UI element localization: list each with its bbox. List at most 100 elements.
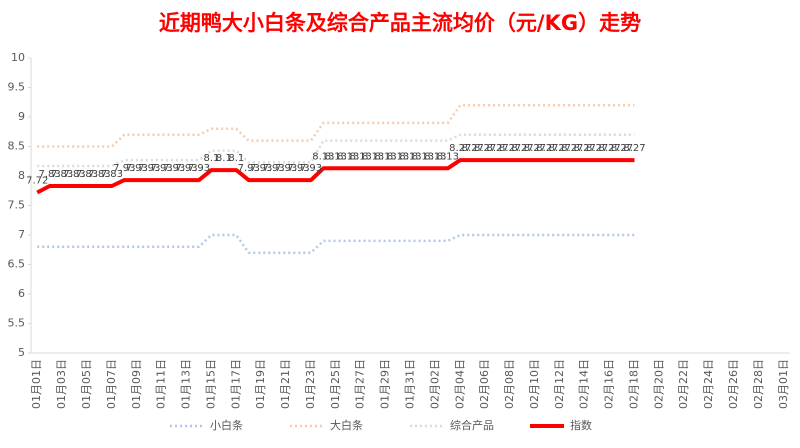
x-tick-label: 02月12日 xyxy=(553,359,566,409)
data-label: 7.93 xyxy=(262,163,284,174)
x-tick-label: 02月04日 xyxy=(453,359,466,409)
y-tick-label: 7 xyxy=(18,228,25,241)
x-tick-label: 01月23日 xyxy=(304,359,317,409)
data-label: 7.83 xyxy=(88,169,110,180)
data-label: 8.13 xyxy=(399,151,421,162)
x-tick-label: 01月11日 xyxy=(155,359,168,409)
x-tick-label: 01月13日 xyxy=(180,359,193,409)
x-tick-label: 02月06日 xyxy=(478,359,491,409)
legend-label: 综合产品 xyxy=(450,418,494,432)
data-label: 7.83 xyxy=(51,169,73,180)
x-tick-label: 02月26日 xyxy=(727,359,740,409)
data-label: 7.83 xyxy=(63,169,85,180)
data-label: 8.27 xyxy=(462,143,484,154)
data-label: 7.72 xyxy=(26,176,48,187)
legend-label: 大白条 xyxy=(330,418,363,432)
data-label: 8.27 xyxy=(598,143,620,154)
data-label: 8.13 xyxy=(325,151,347,162)
chart-title: 近期鸭大小白条及综合产品主流均价（元/KG）走势 xyxy=(159,11,641,35)
x-tick-label: 01月09日 xyxy=(130,359,143,409)
series-line xyxy=(36,158,635,195)
y-tick-label: 5.5 xyxy=(8,317,26,330)
data-label: 8.13 xyxy=(337,151,359,162)
data-label: 7.93 xyxy=(250,163,272,174)
x-tick-label: 01月17日 xyxy=(229,359,242,409)
data-label: 8.13 xyxy=(350,151,372,162)
data-label: 7.93 xyxy=(175,163,197,174)
data-label: 8.13 xyxy=(424,151,446,162)
x-tick-label: 01月03日 xyxy=(55,359,68,409)
data-label: 8.27 xyxy=(511,143,533,154)
data-label: 8.13 xyxy=(387,151,409,162)
x-tick-label: 03月01日 xyxy=(777,359,790,409)
data-label: 7.93 xyxy=(300,163,322,174)
x-tick-label: 02月14日 xyxy=(578,359,591,409)
series-line xyxy=(37,233,635,254)
series-line xyxy=(37,133,635,168)
data-label: 8.27 xyxy=(536,143,558,154)
data-label: 7.93 xyxy=(188,163,210,174)
x-tick-label: 01月15日 xyxy=(204,359,217,409)
y-tick-label: 6 xyxy=(18,287,25,300)
y-tick-label: 7.5 xyxy=(8,199,26,212)
data-label: 7.83 xyxy=(76,169,98,180)
data-label: 8.27 xyxy=(574,143,596,154)
data-label: 8.1 xyxy=(216,153,232,164)
y-tick-label: 9.5 xyxy=(8,81,26,94)
data-label: 8.27 xyxy=(499,143,521,154)
y-tick-label: 10 xyxy=(11,51,25,64)
x-tick-label: 01月19日 xyxy=(254,359,267,409)
data-label: 7.93 xyxy=(287,163,309,174)
y-tick-label: 5 xyxy=(18,346,25,359)
data-label: 8.27 xyxy=(486,143,508,154)
data-label: 7.83 xyxy=(39,169,61,180)
x-tick-label: 02月24日 xyxy=(702,359,715,409)
data-label: 7.83 xyxy=(101,169,123,180)
y-tick-label: 6.5 xyxy=(8,258,26,271)
data-label: 8.27 xyxy=(449,143,471,154)
data-label: 8.13 xyxy=(437,151,459,162)
x-tick-label: 02月08日 xyxy=(503,359,516,409)
data-label: 7.93 xyxy=(275,163,297,174)
x-tick-label: 01月31日 xyxy=(404,359,417,409)
x-tick-label: 02月16日 xyxy=(603,359,616,409)
data-label: 7.93 xyxy=(126,163,148,174)
data-label: 8.27 xyxy=(561,143,583,154)
x-tick-label: 01月01日 xyxy=(30,359,43,409)
data-label: 8.1 xyxy=(228,153,244,164)
data-label: 8.13 xyxy=(312,151,334,162)
x-tick-label: 01月25日 xyxy=(329,359,342,409)
x-tick-label: 02月28日 xyxy=(752,359,765,409)
data-label: 8.1 xyxy=(203,153,219,164)
legend-label: 指数 xyxy=(570,418,592,432)
x-tick-label: 02月18日 xyxy=(627,359,640,409)
data-label: 8.27 xyxy=(586,143,608,154)
series-line xyxy=(37,103,635,148)
data-label: 8.13 xyxy=(374,151,396,162)
data-label: 8.27 xyxy=(474,143,496,154)
y-tick-label: 8 xyxy=(18,169,25,182)
x-tick-label: 02月02日 xyxy=(428,359,441,409)
data-label: 8.27 xyxy=(549,143,571,154)
y-tick-label: 8.5 xyxy=(8,140,26,153)
x-tick-label: 02月20日 xyxy=(652,359,665,409)
data-label: 7.93 xyxy=(113,163,135,174)
x-tick-label: 01月05日 xyxy=(80,359,93,409)
data-label: 7.93 xyxy=(138,163,160,174)
x-tick-label: 01月29日 xyxy=(379,359,392,409)
data-label: 8.13 xyxy=(412,151,434,162)
x-tick-label: 01月21日 xyxy=(279,359,292,409)
legend-label: 小白条 xyxy=(210,418,243,432)
x-tick-label: 02月10日 xyxy=(528,359,541,409)
data-label: 7.93 xyxy=(163,163,185,174)
data-label: 7.93 xyxy=(238,163,260,174)
data-label: 8.27 xyxy=(623,143,645,154)
data-label: 8.27 xyxy=(524,143,546,154)
y-tick-label: 9 xyxy=(18,110,25,123)
data-label: 8.13 xyxy=(362,151,384,162)
x-tick-label: 02月22日 xyxy=(677,359,690,409)
x-tick-label: 01月27日 xyxy=(354,359,367,409)
data-label: 8.27 xyxy=(611,143,633,154)
data-label: 7.93 xyxy=(151,163,173,174)
